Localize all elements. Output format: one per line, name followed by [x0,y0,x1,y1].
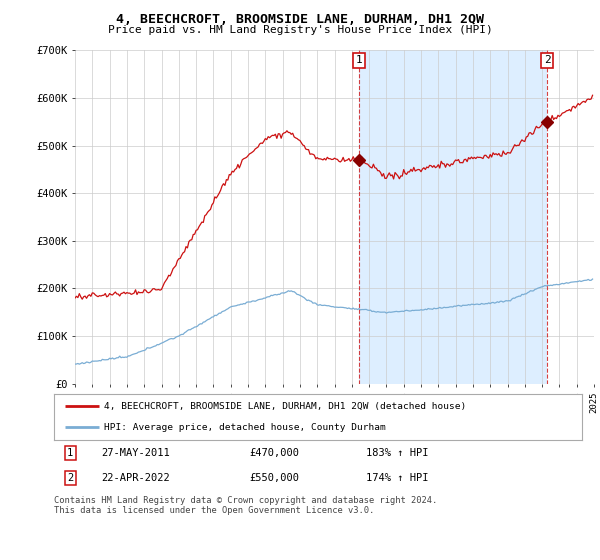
Text: £470,000: £470,000 [250,448,299,458]
Text: 4, BEECHCROFT, BROOMSIDE LANE, DURHAM, DH1 2QW: 4, BEECHCROFT, BROOMSIDE LANE, DURHAM, D… [116,13,484,26]
Text: 2: 2 [67,473,73,483]
Text: Contains HM Land Registry data © Crown copyright and database right 2024.
This d: Contains HM Land Registry data © Crown c… [54,496,437,515]
Text: 1: 1 [355,55,362,66]
Text: 1: 1 [67,448,73,458]
Bar [359,50,547,384]
Text: HPI: Average price, detached house, County Durham: HPI: Average price, detached house, Coun… [104,423,386,432]
Text: £550,000: £550,000 [250,473,299,483]
Text: 22-APR-2022: 22-APR-2022 [101,473,170,483]
Text: 2: 2 [544,55,551,66]
Text: 183% ↑ HPI: 183% ↑ HPI [365,448,428,458]
Text: Price paid vs. HM Land Registry's House Price Index (HPI): Price paid vs. HM Land Registry's House … [107,25,493,35]
Text: 27-MAY-2011: 27-MAY-2011 [101,448,170,458]
Text: 174% ↑ HPI: 174% ↑ HPI [365,473,428,483]
Text: 4, BEECHCROFT, BROOMSIDE LANE, DURHAM, DH1 2QW (detached house): 4, BEECHCROFT, BROOMSIDE LANE, DURHAM, D… [104,402,466,410]
